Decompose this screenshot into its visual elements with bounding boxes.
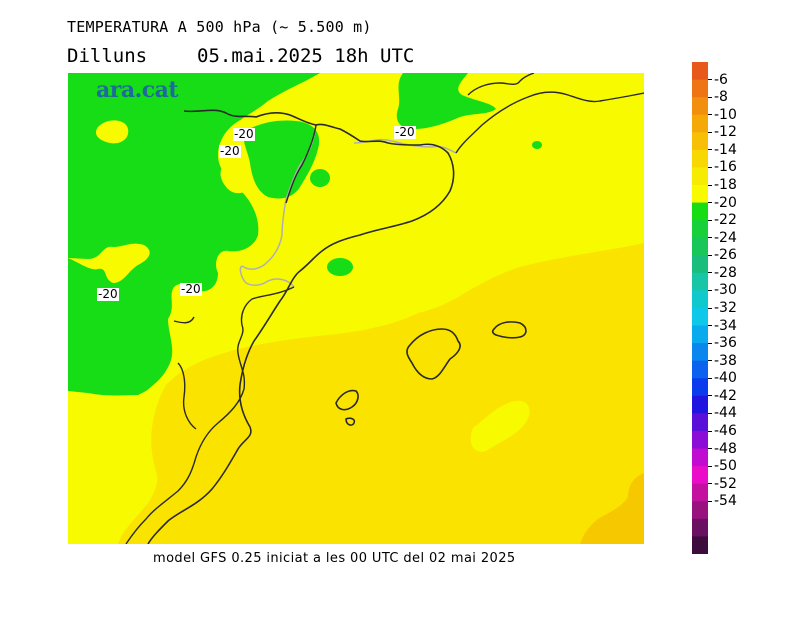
color-scale-tick: -28 xyxy=(708,266,737,280)
color-scale-tick: -42 xyxy=(708,389,737,403)
color-scale-tick: -22 xyxy=(708,213,737,227)
model-caption: model GFS 0.25 iniciat a les 00 UTC del … xyxy=(153,551,516,566)
color-scale-segment xyxy=(692,149,708,169)
color-scale-segment xyxy=(692,518,708,538)
color-scale-tick: -30 xyxy=(708,283,737,297)
color-scale-tick: -16 xyxy=(708,160,737,174)
band-green-blob-4 xyxy=(184,176,192,182)
band-yellow-hole-1 xyxy=(95,120,129,144)
band-minus22-minus20-west xyxy=(68,73,320,396)
forecast-day: Dilluns xyxy=(67,45,148,67)
color-scale-tick: -8 xyxy=(708,90,728,104)
map-title: TEMPERATURA A 500 hPa (~ 5.500 m) xyxy=(67,18,372,36)
color-scale-segment xyxy=(692,308,708,327)
coastline xyxy=(147,109,455,544)
color-scale-tick: -38 xyxy=(708,354,737,368)
color-scale-tick: -46 xyxy=(708,424,737,438)
color-scale-segment xyxy=(692,167,708,186)
contour-label: -20 xyxy=(233,127,255,141)
color-scale-segment xyxy=(692,536,708,554)
color-scale-segment xyxy=(692,97,708,116)
color-scale-segment xyxy=(692,360,708,379)
color-scale-tick: -48 xyxy=(708,442,737,456)
color-scale-segment xyxy=(692,378,708,397)
band-green-blob-3 xyxy=(532,141,542,149)
color-scale-tick: -6 xyxy=(708,73,728,87)
color-scale-labels: -6 -8 -10 -12 -14 -16 -18 -20 -22 -24 -26 -28 -30 -32… xyxy=(708,62,788,554)
color-scale-tick: -14 xyxy=(708,143,737,157)
island-mallorca xyxy=(406,328,461,380)
color-scale-segment xyxy=(692,290,708,309)
color-scale-tick: -32 xyxy=(708,301,737,315)
aracat-logo: ara.cat xyxy=(96,77,179,103)
color-scale-tick: -10 xyxy=(708,108,737,122)
color-scale-tick: -40 xyxy=(708,371,737,385)
band-patch-light xyxy=(470,400,530,452)
contour-label: -20 xyxy=(394,125,416,139)
temperature-map: ara.cat -20 -20 -20 -20 -20 xyxy=(68,73,644,544)
color-scale-segment xyxy=(692,325,708,344)
contour-label: -20 xyxy=(219,144,241,158)
national-boundary xyxy=(125,124,317,544)
contour-label: -20 xyxy=(97,287,119,301)
island-menorca xyxy=(491,321,527,339)
band-green-blob-1 xyxy=(310,169,330,187)
color-scale-tick: -36 xyxy=(708,336,737,350)
band-minus22-minus20-center xyxy=(243,120,320,199)
island-ibiza xyxy=(335,389,359,411)
band-minus16-minus14 xyxy=(580,473,644,544)
band-yellow-hole-2 xyxy=(220,161,253,194)
northern-coastline xyxy=(455,73,644,154)
color-scale-tick: -18 xyxy=(708,178,737,192)
color-scale-segment xyxy=(692,255,708,274)
color-scale-segment xyxy=(692,272,708,292)
color-scale-segment xyxy=(692,501,708,520)
color-scale-tick: -12 xyxy=(708,125,737,139)
color-scale-tick: -26 xyxy=(708,248,737,262)
band-minus22-minus20-northeast xyxy=(396,73,496,129)
color-scale-tick: -24 xyxy=(708,231,737,245)
color-scale-segment xyxy=(692,343,708,362)
color-scale-tick: -54 xyxy=(708,494,737,508)
color-scale-segment xyxy=(692,132,708,151)
color-scale-segment xyxy=(692,79,708,98)
band-green-blob-2 xyxy=(327,258,353,276)
contour-label: -20 xyxy=(180,282,202,296)
color-scale-segment xyxy=(692,466,708,485)
forecast-time: Dilluns 05.mai.2025 18h UTC xyxy=(67,45,414,67)
color-scale-segment xyxy=(692,114,708,133)
color-scale-segment xyxy=(692,62,708,81)
color-scale-segment xyxy=(692,431,708,450)
color-scale-tick: -50 xyxy=(708,459,737,473)
island-formentera xyxy=(345,417,356,426)
color-scale-segment xyxy=(692,395,708,415)
color-scale-tick: -52 xyxy=(708,477,737,491)
band-minus18-minus16 xyxy=(118,243,644,544)
color-scale-segment xyxy=(692,448,708,467)
color-scale-segment xyxy=(692,185,708,204)
color-scale-segment xyxy=(692,413,708,432)
color-scale-segment xyxy=(692,237,708,256)
forecast-datetime: 05.mai.2025 18h UTC xyxy=(197,45,415,67)
color-scale-segment xyxy=(692,483,708,502)
color-scale-segment xyxy=(692,202,708,221)
color-scale-tick: -34 xyxy=(708,319,737,333)
color-scale-segment xyxy=(692,220,708,239)
color-scale-tick: -20 xyxy=(708,196,737,210)
color-scale-bar xyxy=(692,62,708,554)
map-canvas xyxy=(68,73,644,544)
color-scale-tick: -44 xyxy=(708,406,737,420)
